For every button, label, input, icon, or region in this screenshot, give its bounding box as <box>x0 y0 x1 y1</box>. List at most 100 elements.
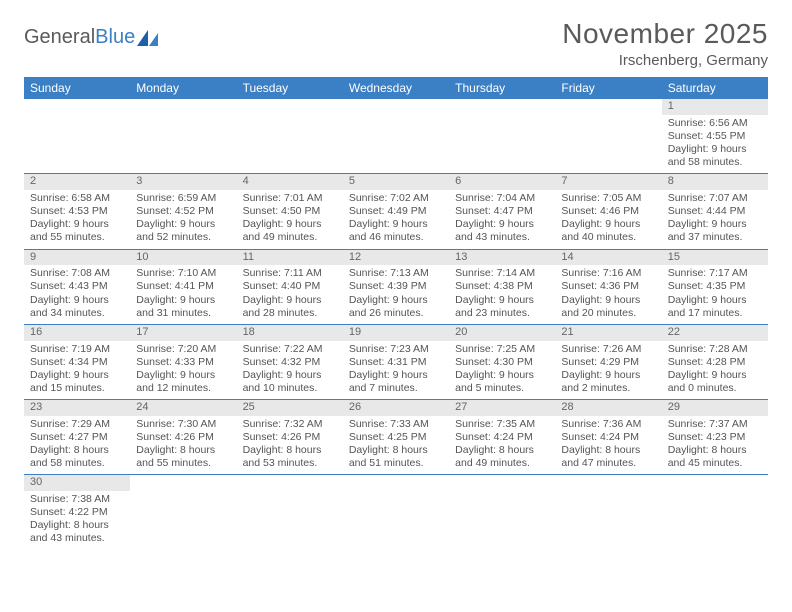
day-number: 28 <box>555 400 661 416</box>
sunrise-text: Sunrise: 7:05 AM <box>561 192 655 205</box>
empty-cell <box>130 99 236 173</box>
day-cell: 27Sunrise: 7:35 AMSunset: 4:24 PMDayligh… <box>449 400 555 474</box>
empty-cell <box>449 99 555 173</box>
day-number: 26 <box>343 400 449 416</box>
day-body: Sunrise: 7:08 AMSunset: 4:43 PMDaylight:… <box>24 265 130 324</box>
day-number: 1 <box>662 99 768 115</box>
logo-sail-icon <box>137 29 159 47</box>
day-cell: 14Sunrise: 7:16 AMSunset: 4:36 PMDayligh… <box>555 250 661 324</box>
day-body: Sunrise: 7:25 AMSunset: 4:30 PMDaylight:… <box>449 341 555 400</box>
empty-cell <box>662 475 768 549</box>
day-body: Sunrise: 7:04 AMSunset: 4:47 PMDaylight:… <box>449 190 555 249</box>
daylight-text: Daylight: 8 hours and 58 minutes. <box>30 444 124 470</box>
day-number: 23 <box>24 400 130 416</box>
day-body: Sunrise: 6:59 AMSunset: 4:52 PMDaylight:… <box>130 190 236 249</box>
day-cell: 13Sunrise: 7:14 AMSunset: 4:38 PMDayligh… <box>449 250 555 324</box>
day-cell: 17Sunrise: 7:20 AMSunset: 4:33 PMDayligh… <box>130 325 236 399</box>
day-cell: 20Sunrise: 7:25 AMSunset: 4:30 PMDayligh… <box>449 325 555 399</box>
day-body: Sunrise: 7:38 AMSunset: 4:22 PMDaylight:… <box>24 491 130 550</box>
sunrise-text: Sunrise: 7:23 AM <box>349 343 443 356</box>
weekday-header: Wednesday <box>343 77 449 99</box>
day-number: 13 <box>449 250 555 266</box>
daylight-text: Daylight: 9 hours and 5 minutes. <box>455 369 549 395</box>
sunrise-text: Sunrise: 7:11 AM <box>243 267 337 280</box>
sunrise-text: Sunrise: 7:07 AM <box>668 192 762 205</box>
day-body: Sunrise: 7:20 AMSunset: 4:33 PMDaylight:… <box>130 341 236 400</box>
logo-text-2: Blue <box>95 26 135 49</box>
day-body: Sunrise: 7:19 AMSunset: 4:34 PMDaylight:… <box>24 341 130 400</box>
day-cell: 29Sunrise: 7:37 AMSunset: 4:23 PMDayligh… <box>662 400 768 474</box>
day-number: 17 <box>130 325 236 341</box>
sunrise-text: Sunrise: 7:08 AM <box>30 267 124 280</box>
daylight-text: Daylight: 9 hours and 52 minutes. <box>136 218 230 244</box>
day-cell: 18Sunrise: 7:22 AMSunset: 4:32 PMDayligh… <box>237 325 343 399</box>
sunset-text: Sunset: 4:33 PM <box>136 356 230 369</box>
day-number: 27 <box>449 400 555 416</box>
sunrise-text: Sunrise: 7:33 AM <box>349 418 443 431</box>
day-number: 12 <box>343 250 449 266</box>
sunrise-text: Sunrise: 7:01 AM <box>243 192 337 205</box>
day-number: 2 <box>24 174 130 190</box>
daylight-text: Daylight: 9 hours and 0 minutes. <box>668 369 762 395</box>
weekday-header: Tuesday <box>237 77 343 99</box>
daylight-text: Daylight: 8 hours and 53 minutes. <box>243 444 337 470</box>
sunrise-text: Sunrise: 7:26 AM <box>561 343 655 356</box>
sunset-text: Sunset: 4:26 PM <box>243 431 337 444</box>
title-block: November 2025 Irschenberg, Germany <box>562 18 768 69</box>
sunset-text: Sunset: 4:46 PM <box>561 205 655 218</box>
day-cell: 30Sunrise: 7:38 AMSunset: 4:22 PMDayligh… <box>24 475 130 549</box>
empty-cell <box>555 99 661 173</box>
sunrise-text: Sunrise: 7:14 AM <box>455 267 549 280</box>
sunrise-text: Sunrise: 7:30 AM <box>136 418 230 431</box>
sunrise-text: Sunrise: 7:28 AM <box>668 343 762 356</box>
day-cell: 8Sunrise: 7:07 AMSunset: 4:44 PMDaylight… <box>662 174 768 248</box>
day-cell: 19Sunrise: 7:23 AMSunset: 4:31 PMDayligh… <box>343 325 449 399</box>
day-body: Sunrise: 7:23 AMSunset: 4:31 PMDaylight:… <box>343 341 449 400</box>
daylight-text: Daylight: 9 hours and 7 minutes. <box>349 369 443 395</box>
sunset-text: Sunset: 4:31 PM <box>349 356 443 369</box>
daylight-text: Daylight: 9 hours and 49 minutes. <box>243 218 337 244</box>
sunset-text: Sunset: 4:39 PM <box>349 280 443 293</box>
day-number: 22 <box>662 325 768 341</box>
day-cell: 4Sunrise: 7:01 AMSunset: 4:50 PMDaylight… <box>237 174 343 248</box>
day-cell: 21Sunrise: 7:26 AMSunset: 4:29 PMDayligh… <box>555 325 661 399</box>
weekday-header: Thursday <box>449 77 555 99</box>
day-cell: 12Sunrise: 7:13 AMSunset: 4:39 PMDayligh… <box>343 250 449 324</box>
empty-cell <box>130 475 236 549</box>
sunset-text: Sunset: 4:40 PM <box>243 280 337 293</box>
sunset-text: Sunset: 4:53 PM <box>30 205 124 218</box>
sunrise-text: Sunrise: 7:19 AM <box>30 343 124 356</box>
sunrise-text: Sunrise: 7:36 AM <box>561 418 655 431</box>
day-number: 24 <box>130 400 236 416</box>
logo: GeneralBlue <box>24 18 159 49</box>
sunset-text: Sunset: 4:32 PM <box>243 356 337 369</box>
weekday-header: Monday <box>130 77 236 99</box>
sunrise-text: Sunrise: 7:37 AM <box>668 418 762 431</box>
weekday-header: Saturday <box>662 77 768 99</box>
day-cell: 1Sunrise: 6:56 AMSunset: 4:55 PMDaylight… <box>662 99 768 173</box>
day-body: Sunrise: 7:01 AMSunset: 4:50 PMDaylight:… <box>237 190 343 249</box>
daylight-text: Daylight: 9 hours and 15 minutes. <box>30 369 124 395</box>
sunrise-text: Sunrise: 6:56 AM <box>668 117 762 130</box>
daylight-text: Daylight: 9 hours and 40 minutes. <box>561 218 655 244</box>
day-number: 11 <box>237 250 343 266</box>
day-cell: 3Sunrise: 6:59 AMSunset: 4:52 PMDaylight… <box>130 174 236 248</box>
empty-cell <box>343 475 449 549</box>
sunset-text: Sunset: 4:34 PM <box>30 356 124 369</box>
sunrise-text: Sunrise: 7:04 AM <box>455 192 549 205</box>
day-number: 14 <box>555 250 661 266</box>
day-number: 18 <box>237 325 343 341</box>
week-row: 23Sunrise: 7:29 AMSunset: 4:27 PMDayligh… <box>24 400 768 475</box>
day-body: Sunrise: 6:58 AMSunset: 4:53 PMDaylight:… <box>24 190 130 249</box>
sunrise-text: Sunrise: 7:20 AM <box>136 343 230 356</box>
daylight-text: Daylight: 9 hours and 58 minutes. <box>668 143 762 169</box>
day-number: 29 <box>662 400 768 416</box>
day-body: Sunrise: 7:29 AMSunset: 4:27 PMDaylight:… <box>24 416 130 475</box>
empty-cell <box>237 475 343 549</box>
empty-cell <box>555 475 661 549</box>
empty-cell <box>449 475 555 549</box>
sunrise-text: Sunrise: 6:59 AM <box>136 192 230 205</box>
sunrise-text: Sunrise: 7:16 AM <box>561 267 655 280</box>
day-body: Sunrise: 7:28 AMSunset: 4:28 PMDaylight:… <box>662 341 768 400</box>
day-cell: 11Sunrise: 7:11 AMSunset: 4:40 PMDayligh… <box>237 250 343 324</box>
